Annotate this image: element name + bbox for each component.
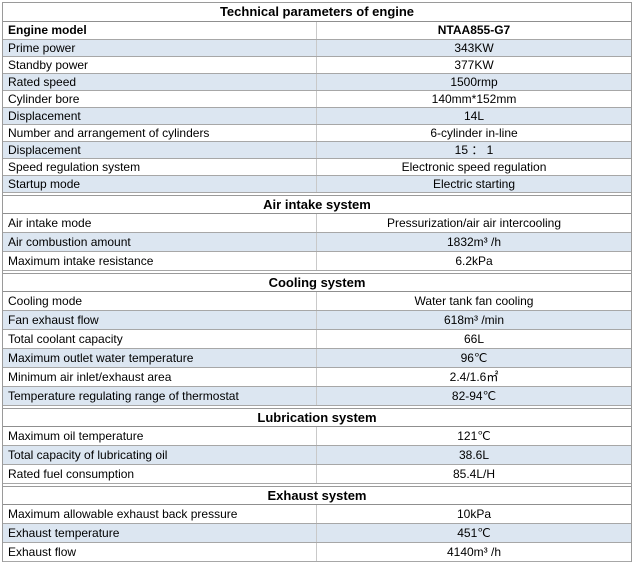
- table-title: Technical parameters of engine: [3, 3, 631, 22]
- section-title: Lubrication system: [3, 409, 631, 427]
- table-row: Total capacity of lubricating oil 38.6L: [3, 446, 631, 465]
- row-value: 377KW: [454, 58, 494, 72]
- section-gap: [3, 193, 631, 196]
- table-row: Cylinder bore 140mm*152mm: [3, 91, 631, 108]
- table-row: Exhaust flow 4140m³ /h: [3, 543, 631, 562]
- table-row: Startup mode Electric starting: [3, 176, 631, 193]
- row-label: Rated fuel consumption: [3, 465, 317, 483]
- row-value: 2.4/1.6㎡: [449, 370, 499, 384]
- row-value: 10kPa: [456, 507, 492, 521]
- row-value: Electronic speed regulation: [401, 160, 547, 174]
- row-label: Maximum oil temperature: [3, 427, 317, 445]
- row-label: Total coolant capacity: [3, 330, 317, 348]
- row-label: Air combustion amount: [3, 233, 317, 251]
- row-value: 96℃: [460, 351, 488, 365]
- engine-model-row: Engine model NTAA855-G7: [3, 22, 631, 40]
- row-label: Rated speed: [3, 74, 317, 90]
- section-title: Cooling system: [3, 274, 631, 292]
- table-row: Air combustion amount 1832m³ /h: [3, 233, 631, 252]
- section-gap: [3, 484, 631, 487]
- table-row: Total coolant capacity 66L: [3, 330, 631, 349]
- row-value: 15 ： 1: [454, 143, 494, 157]
- table-row: Exhaust temperature 451℃: [3, 524, 631, 543]
- table-row: Temperature regulating range of thermost…: [3, 387, 631, 406]
- section-title: Air intake system: [3, 196, 631, 214]
- row-value: Water tank fan cooling: [414, 294, 534, 308]
- table-row: Standby power 377KW: [3, 57, 631, 74]
- engine-parameters-table: Technical parameters of engine Engine mo…: [2, 2, 632, 562]
- row-value: 1832m³ /h: [446, 235, 502, 249]
- table-row: Air intake mode Pressurization/air air in…: [3, 214, 631, 233]
- row-value: 38.6L: [458, 448, 490, 462]
- engine-param-rows: Prime power 343KW Standby power 377KW Rated …: [3, 40, 631, 193]
- table-row: Displacement 14L: [3, 108, 631, 125]
- row-value: 451℃: [457, 526, 491, 540]
- table-row: Fan exhaust flow 618m³ /min: [3, 311, 631, 330]
- row-value: Pressurization/air air intercooling: [386, 216, 562, 230]
- table-row: Maximum allowable exhaust back pressure 1…: [3, 505, 631, 524]
- row-label: Minimum air inlet/exhaust area: [3, 368, 317, 386]
- row-label: Displacement: [3, 142, 317, 158]
- row-label: Engine model: [3, 22, 317, 39]
- row-value: 66L: [463, 332, 485, 346]
- row-value: 14L: [463, 109, 485, 123]
- row-label: Cylinder bore: [3, 91, 317, 107]
- row-label: Maximum allowable exhaust back pressure: [3, 505, 317, 523]
- table-row: Maximum oil temperature 121℃: [3, 427, 631, 446]
- section-gap: [3, 406, 631, 409]
- table-row: Cooling mode Water tank fan cooling: [3, 292, 631, 311]
- row-value: 1500rmp: [450, 75, 498, 89]
- table-row: Rated speed 1500rmp: [3, 74, 631, 91]
- row-value: NTAA855-G7: [437, 23, 511, 37]
- row-label: Total capacity of lubricating oil: [3, 446, 317, 464]
- row-value: 140mm*152mm: [431, 92, 517, 106]
- row-value: 82-94℃: [451, 389, 497, 403]
- table-row: Minimum air inlet/exhaust area 2.4/1.6㎡: [3, 368, 631, 387]
- table-row: Maximum intake resistance 6.2kPa: [3, 252, 631, 271]
- row-value: 6.2kPa: [455, 254, 493, 268]
- row-label: Standby power: [3, 57, 317, 73]
- row-label: Maximum intake resistance: [3, 252, 317, 270]
- row-value: 85.4L/H: [452, 467, 496, 481]
- table-row: Rated fuel consumption 85.4L/H: [3, 465, 631, 484]
- row-value: Electric starting: [432, 177, 516, 191]
- section-title: Exhaust system: [3, 487, 631, 505]
- row-value: 343KW: [454, 41, 494, 55]
- row-label: Cooling mode: [3, 292, 317, 310]
- row-value: 4140m³ /h: [446, 545, 502, 559]
- row-label: Number and arrangement of cylinders: [3, 125, 317, 141]
- table-row: Maximum outlet water temperature 96℃: [3, 349, 631, 368]
- row-value: 618m³ /min: [443, 313, 505, 327]
- table-row: Number and arrangement of cylinders 6-cyl…: [3, 125, 631, 142]
- system-sections: Air intake system Air intake mode Pressuri…: [3, 193, 631, 562]
- section-gap: [3, 271, 631, 274]
- row-label: Exhaust temperature: [3, 524, 317, 542]
- row-label: Displacement: [3, 108, 317, 124]
- table-row: Displacement 15 ： 1: [3, 142, 631, 159]
- table-row: Prime power 343KW: [3, 40, 631, 57]
- row-label: Speed regulation system: [3, 159, 317, 175]
- row-label: Exhaust flow: [3, 543, 317, 561]
- table-row: Speed regulation system Electronic speed …: [3, 159, 631, 176]
- row-label: Temperature regulating range of thermost…: [3, 387, 317, 405]
- row-label: Maximum outlet water temperature: [3, 349, 317, 367]
- row-value: 121℃: [457, 429, 491, 443]
- row-label: Fan exhaust flow: [3, 311, 317, 329]
- row-value: 6-cylinder in-line: [430, 126, 518, 140]
- row-label: Air intake mode: [3, 214, 317, 232]
- row-label: Prime power: [3, 40, 317, 56]
- row-label: Startup mode: [3, 176, 317, 192]
